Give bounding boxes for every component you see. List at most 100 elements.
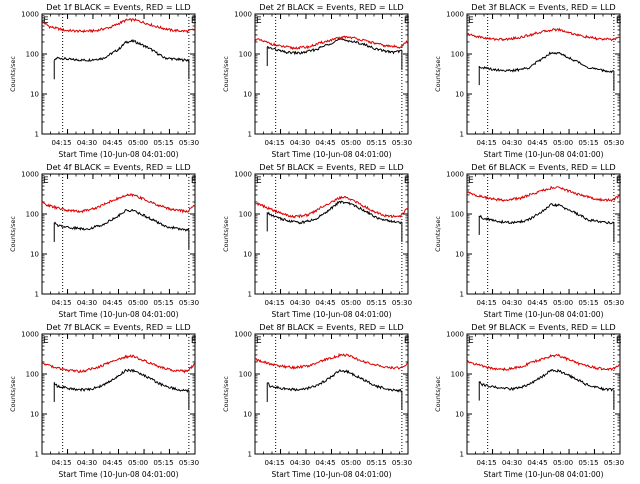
y-tick-label: 1000 [21, 331, 39, 339]
chart-title: Det 9f BLACK = Events, RED = LLD [471, 322, 615, 332]
events-series-line [54, 369, 189, 391]
lld-series-line [467, 29, 620, 41]
y-tick-label: 10 [243, 411, 252, 419]
x-tick-label: 05:00 [553, 459, 573, 467]
y-tick-label: 10 [455, 91, 464, 99]
y-tick-label: 1 [248, 291, 252, 299]
x-tick-label: 04:45 [315, 139, 335, 147]
x-tick-label: 05:30 [392, 299, 412, 307]
chart-panel-7: Det 7f BLACK = Events, RED = LLD Counts/s… [9, 322, 199, 479]
y-tick-label: 1 [460, 451, 464, 459]
y-tick-label: 10 [30, 251, 39, 259]
x-tick-label: 05:00 [341, 299, 361, 307]
x-tick-label: 04:15 [51, 459, 71, 467]
interval-e-marker: E [404, 176, 410, 186]
x-axis-label: Start Time (10-Jun-08 04:01:00) [59, 470, 179, 479]
x-axis-label: Start Time (10-Jun-08 04:01:00) [484, 470, 604, 479]
y-tick-label: 10 [30, 91, 39, 99]
x-tick-label: 04:30 [77, 139, 97, 147]
events-series-line [479, 370, 614, 391]
x-tick-label: 05:30 [179, 459, 199, 467]
x-tick-label: 04:15 [264, 299, 284, 307]
lld-series-line [42, 355, 195, 372]
x-tick-label: 04:45 [102, 139, 122, 147]
events-series-line [267, 370, 402, 392]
plot-frame [42, 14, 195, 134]
x-axis-label: Start Time (10-Jun-08 04:01:00) [272, 470, 392, 479]
y-tick-label: 1 [248, 451, 252, 459]
x-tick-label: 05:15 [366, 299, 386, 307]
plot-frame [467, 14, 620, 134]
x-tick-label: 05:00 [128, 299, 148, 307]
x-tick-label: 05:30 [604, 299, 624, 307]
y-tick-label: 1 [35, 291, 39, 299]
y-tick-label: 1 [460, 131, 464, 139]
y-tick-label: 1000 [21, 171, 39, 179]
y-axis-label: Counts/sec [9, 216, 17, 252]
x-axis-label: Start Time (10-Jun-08 04:01:00) [59, 150, 179, 159]
lld-series-line [42, 194, 195, 212]
x-tick-label: 05:15 [153, 459, 173, 467]
y-axis-label: Counts/sec [434, 216, 442, 252]
y-tick-label: 1000 [446, 331, 464, 339]
chart-panel-4: Det 4f BLACK = Events, RED = LLD Counts/s… [9, 162, 199, 319]
chart-title: Det 6f BLACK = Events, RED = LLD [471, 162, 615, 172]
events-series-line [479, 53, 614, 73]
y-tick-label: 100 [239, 211, 252, 219]
x-tick-label: 04:30 [290, 459, 310, 467]
x-tick-label: 04:30 [290, 299, 310, 307]
x-tick-label: 05:30 [604, 459, 624, 467]
y-tick-label: 100 [26, 211, 39, 219]
x-tick-label: 04:15 [264, 459, 284, 467]
x-tick-label: 05:30 [179, 299, 199, 307]
y-tick-label: 10 [455, 251, 464, 259]
chart-title: Det 4f BLACK = Events, RED = LLD [46, 162, 190, 172]
x-tick-label: 05:15 [153, 299, 173, 307]
x-axis-label: Start Time (10-Jun-08 04:01:00) [59, 310, 179, 319]
chart-title: Det 1f BLACK = Events, RED = LLD [46, 2, 190, 12]
events-series-line [54, 40, 189, 61]
x-tick-label: 05:15 [578, 459, 598, 467]
x-tick-label: 04:15 [51, 299, 71, 307]
x-tick-label: 04:15 [51, 139, 71, 147]
y-tick-label: 1000 [446, 11, 464, 19]
y-tick-label: 1000 [21, 11, 39, 19]
y-axis-label: Counts/sec [222, 376, 230, 412]
y-tick-label: 100 [451, 371, 464, 379]
x-tick-label: 05:00 [128, 459, 148, 467]
x-tick-label: 05:00 [341, 139, 361, 147]
interval-e-marker: E [43, 336, 49, 346]
y-tick-label: 100 [26, 51, 39, 59]
y-tick-label: 1000 [234, 171, 252, 179]
y-axis-label: Counts/sec [222, 56, 230, 92]
y-tick-label: 10 [30, 411, 39, 419]
y-tick-label: 1000 [446, 171, 464, 179]
y-tick-label: 1000 [234, 331, 252, 339]
x-tick-label: 04:45 [315, 459, 335, 467]
x-tick-label: 05:00 [553, 299, 573, 307]
x-tick-label: 05:30 [179, 139, 199, 147]
x-tick-label: 04:15 [476, 459, 496, 467]
interval-e-marker: E [616, 16, 622, 26]
x-tick-label: 04:15 [264, 139, 284, 147]
x-tick-label: 04:30 [502, 299, 522, 307]
x-tick-label: 04:45 [102, 299, 122, 307]
lld-series-line [467, 187, 620, 201]
y-axis-label: Counts/sec [9, 376, 17, 412]
chart-panel-8: Det 8f BLACK = Events, RED = LLDCounts/s… [222, 322, 412, 479]
x-axis-label: Start Time (10-Jun-08 04:01:00) [272, 310, 392, 319]
y-tick-label: 10 [455, 411, 464, 419]
x-tick-label: 04:15 [476, 139, 496, 147]
chart-panel-3: Det 3f BLACK = Events, RED = LLDCounts/s… [434, 2, 624, 159]
plot-frame [467, 174, 620, 294]
y-axis-label: Counts/sec [434, 376, 442, 412]
plot-frame [467, 334, 620, 454]
interval-e-marker: E [404, 336, 410, 346]
x-tick-label: 04:15 [476, 299, 496, 307]
x-axis-label: Start Time (10-Jun-08 04:01:00) [272, 150, 392, 159]
events-series-line [54, 210, 189, 231]
chart-title: Det 7f BLACK = Events, RED = LLD [46, 322, 190, 332]
chart-panel-9: Det 9f BLACK = Events, RED = LLD Counts/s… [434, 322, 624, 479]
